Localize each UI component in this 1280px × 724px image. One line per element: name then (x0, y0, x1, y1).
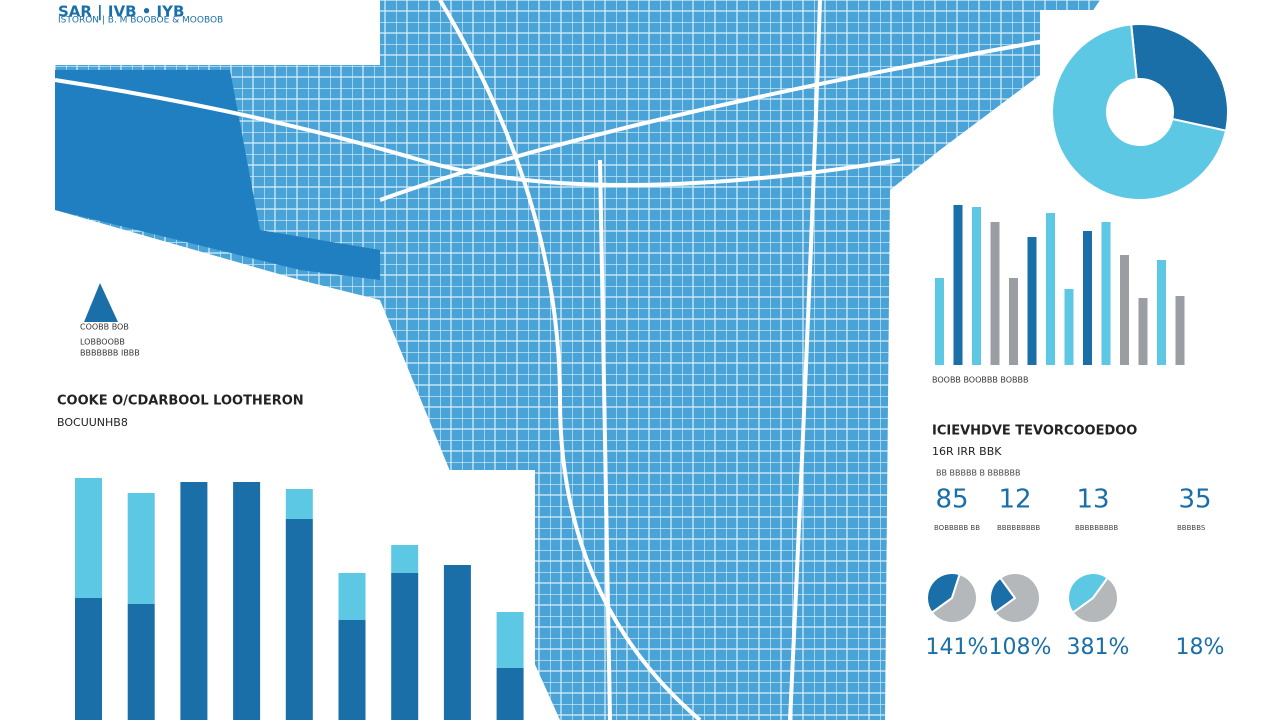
bar-segment (338, 573, 366, 620)
bar-segment (391, 573, 419, 720)
stat-label: BBBBBBBBB (997, 524, 1040, 532)
bar-segment (496, 668, 524, 720)
map-roads (54, 0, 1051, 722)
logo-text: COOBB BOB (80, 323, 129, 332)
bar-segment (496, 612, 524, 668)
bar-segment (127, 493, 155, 604)
bar-segment (443, 565, 471, 720)
right-subtitle: 16R IRR BBK (932, 445, 1002, 458)
bar-segment (233, 482, 261, 720)
bar-segment (285, 489, 313, 519)
stat-percent: 381% (1067, 635, 1130, 660)
bar (1083, 231, 1092, 365)
bar (953, 205, 963, 365)
stat-label: BOBBBBB BB (934, 524, 980, 532)
header-title: SAR | IVB • IYB (58, 3, 184, 22)
stat-percent: 141% (926, 635, 989, 660)
stat-value: 12 (998, 485, 1031, 515)
bar-segment (127, 604, 155, 720)
bar (1009, 278, 1018, 365)
stat-percent: 108% (989, 635, 1052, 660)
bar (990, 222, 1000, 365)
pie-slice (1130, 23, 1229, 132)
stat-label: BBBBBBBBB (1075, 524, 1118, 532)
pie-slice (1067, 572, 1110, 615)
stat-value: 85 (935, 485, 968, 515)
header-bg (0, 30, 375, 65)
pie-slice (1051, 23, 1228, 201)
pie-slice (989, 576, 1017, 615)
bars-caption: BOOBB BOOBBB BOBBB (932, 376, 1029, 385)
bar-segment (285, 519, 313, 720)
bar (1027, 237, 1037, 365)
bar (1064, 289, 1074, 365)
stat-value: 13 (1076, 485, 1109, 515)
stat-value: 35 (1178, 485, 1211, 515)
stat-label: BBBBBS (1177, 524, 1206, 532)
logo-text: LOBBOOBB (80, 338, 125, 347)
bar (1120, 255, 1129, 365)
bar (935, 278, 944, 365)
right-note: BB BBBBB B BBBBBB (936, 469, 1020, 478)
bar-segment (338, 620, 366, 720)
map-water (55, 70, 380, 280)
bar-segment (391, 545, 419, 573)
bar-segment (75, 598, 102, 720)
pie-slice (1071, 576, 1119, 624)
logo-icon (84, 283, 118, 322)
bar (1046, 213, 1055, 365)
bar-segment (180, 482, 208, 720)
left-title: COOKE O/CDARBOOL LOOTHERON (57, 394, 304, 409)
map-area (55, 0, 1100, 720)
bar (1175, 296, 1185, 365)
pie-slice (930, 572, 978, 624)
bar (972, 207, 981, 365)
right-title: ICIEVHDVE TEVORCOOEDOO (932, 424, 1137, 439)
stat-percent: 18% (1176, 635, 1225, 660)
bar (1138, 298, 1148, 365)
logo-text: BBBBBBB IBBB (80, 349, 140, 358)
left-subtitle: BOCUUNHB8 (57, 416, 128, 429)
header-subtitle: ISTORON | B. M BOOBOE & MOOBOB (58, 16, 223, 26)
bar (1101, 222, 1111, 365)
bar (1157, 260, 1166, 365)
pie-slice (993, 572, 1041, 624)
bar-segment (75, 478, 102, 598)
pie-slice (926, 572, 961, 615)
